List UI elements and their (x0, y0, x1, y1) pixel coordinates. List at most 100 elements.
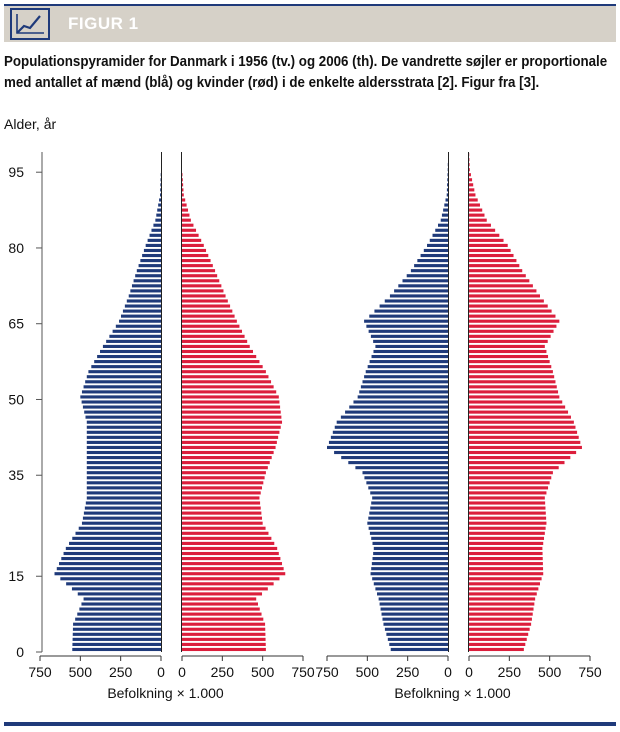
men-bar (381, 612, 448, 616)
men-bar (394, 289, 448, 293)
men-bar (136, 269, 161, 273)
women-bar (469, 243, 508, 247)
women-bar (182, 551, 279, 556)
men-bar (72, 627, 161, 631)
women-bar (469, 304, 548, 308)
women-bar (182, 405, 281, 409)
y-tick-label: 0 (16, 644, 24, 660)
men-bar (379, 304, 448, 308)
women-bar (469, 405, 566, 409)
women-bar (182, 385, 274, 389)
women-bar (469, 627, 530, 631)
men-bar (364, 319, 448, 323)
men-bar (446, 193, 448, 197)
men-bar (345, 410, 448, 414)
men-bar (84, 410, 161, 414)
men-bar (447, 173, 448, 177)
men-bar (384, 299, 448, 303)
men-bar (115, 324, 161, 328)
women-bar (182, 602, 258, 606)
women-bar (182, 279, 220, 283)
women-bar (469, 284, 533, 288)
men-bar (372, 496, 448, 500)
men-bar (444, 203, 448, 207)
x-tick-label: 750 (578, 664, 602, 680)
women-bar (182, 410, 281, 414)
men-bar (72, 536, 161, 540)
men-bar (373, 582, 448, 586)
women-bar (182, 531, 269, 535)
women-bar (182, 486, 263, 490)
women-bar (182, 476, 265, 480)
men-bar (365, 370, 448, 374)
men-bar (328, 440, 448, 444)
men-bar (61, 557, 161, 561)
men-bar (81, 602, 161, 606)
men-bar (340, 415, 448, 419)
women-bar (182, 334, 245, 338)
women-bar (469, 440, 581, 444)
women-bar (182, 183, 184, 187)
women-bar (182, 269, 216, 273)
men-bar (373, 349, 448, 354)
men-bar (133, 279, 161, 283)
figure-label: FIGUR 1 (68, 14, 139, 33)
women-bar (469, 390, 559, 394)
women-bar (469, 385, 557, 389)
men-bar (368, 486, 448, 490)
men-bar (355, 466, 448, 470)
men-bar (86, 430, 161, 434)
women-bar (182, 445, 276, 450)
men-bar (160, 188, 161, 192)
men-bar (86, 461, 161, 465)
women-bar (182, 284, 222, 288)
women-bar (182, 562, 283, 566)
x-axis-label: Befolkning × 1.000 (107, 685, 224, 701)
men-bar (86, 425, 161, 429)
men-bar (383, 622, 448, 626)
women-bar (469, 632, 529, 636)
men-bar (441, 213, 448, 217)
men-bar (379, 602, 448, 606)
men-bar (334, 450, 448, 455)
women-bar (469, 572, 544, 576)
women-bar (182, 511, 262, 515)
men-bar (357, 395, 448, 399)
women-bar (469, 294, 540, 298)
men-bar (124, 304, 161, 308)
men-bar (371, 567, 448, 571)
men-bar (60, 577, 161, 581)
women-bar (469, 471, 553, 475)
women-bar (182, 450, 274, 455)
women-bar (469, 592, 537, 596)
women-bar (469, 567, 544, 571)
women-bar (182, 370, 266, 374)
men-bar (373, 551, 448, 556)
men-bar (75, 617, 161, 621)
men-bar (370, 491, 448, 495)
men-bar (88, 370, 161, 374)
men-bar (375, 344, 448, 349)
women-bar (469, 395, 560, 399)
men-bar (390, 647, 448, 652)
men-bar (97, 354, 161, 359)
men-bar (86, 471, 161, 475)
women-bar (182, 521, 263, 525)
women-bar (469, 582, 540, 586)
women-bar (469, 455, 571, 460)
women-bar (469, 612, 533, 616)
women-bar (469, 647, 524, 652)
men-bar (65, 546, 161, 551)
men-bar (368, 526, 448, 530)
men-bar (380, 607, 448, 611)
women-bar (469, 238, 504, 242)
men-bar (142, 253, 161, 258)
women-bar (469, 420, 574, 424)
men-bar (85, 415, 161, 419)
men-bar (334, 425, 448, 429)
women-bar (469, 587, 539, 591)
men-bar (387, 637, 448, 641)
men-bar (86, 486, 161, 490)
men-bar (135, 274, 161, 278)
